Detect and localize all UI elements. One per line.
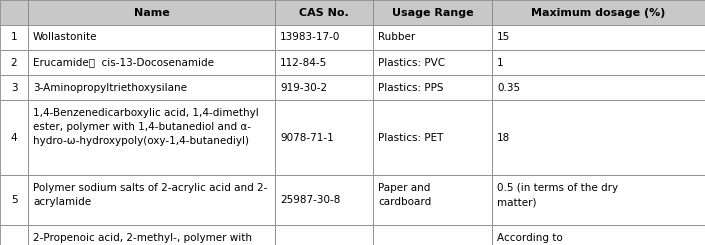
Bar [28, 0, 275, 25]
Text: Paper and
cardboard: Paper and cardboard [378, 183, 431, 207]
Bar [492, 100, 705, 175]
Bar [0, 75, 28, 100]
Bar [275, 175, 373, 225]
Text: Rubber: Rubber [378, 33, 415, 42]
Bar [28, 75, 275, 100]
Text: Wollastonite: Wollastonite [33, 33, 97, 42]
Text: 1: 1 [11, 33, 18, 42]
Bar [373, 100, 492, 175]
Bar [0, 50, 28, 75]
Bar [28, 175, 275, 225]
Text: According to
production needs: According to production needs [497, 233, 588, 245]
Text: Plastics: PET: Plastics: PET [378, 133, 443, 143]
Bar [373, 0, 492, 25]
Text: 3: 3 [11, 83, 18, 93]
Bar [275, 25, 373, 50]
Bar [275, 225, 373, 245]
Bar [0, 0, 28, 25]
Bar [373, 25, 492, 50]
Bar [373, 50, 492, 75]
Bar [492, 175, 705, 225]
Bar [28, 225, 275, 245]
Text: Erucamide；  cis-13-Docosenamide: Erucamide； cis-13-Docosenamide [33, 58, 214, 68]
Text: 18: 18 [497, 133, 510, 143]
Text: 2: 2 [11, 58, 18, 68]
Bar [0, 100, 28, 175]
Bar [275, 50, 373, 75]
Bar [373, 225, 492, 245]
Bar [492, 25, 705, 50]
Bar [492, 225, 705, 245]
Text: 2-Propenoic acid, 2-methyl-, polymer with
ethyl 2-propenoate and 2-propenoic aci: 2-Propenoic acid, 2-methyl-, polymer wit… [33, 233, 252, 245]
Bar [373, 175, 492, 225]
Text: 3-Aminopropyltriethoxysilane: 3-Aminopropyltriethoxysilane [33, 83, 187, 93]
Bar [373, 75, 492, 100]
Text: Name: Name [134, 8, 169, 17]
Bar [28, 25, 275, 50]
Text: 15: 15 [497, 33, 510, 42]
Text: 1,4-Benzenedicarboxylic acid, 1,4-dimethyl
ester, polymer with 1,4-butanediol an: 1,4-Benzenedicarboxylic acid, 1,4-dimeth… [33, 108, 259, 146]
Bar [0, 175, 28, 225]
Text: 4: 4 [11, 133, 18, 143]
Text: 5: 5 [11, 195, 18, 205]
Bar [492, 0, 705, 25]
Bar [492, 75, 705, 100]
Text: 112-84-5: 112-84-5 [280, 58, 327, 68]
Text: 13983-17-0: 13983-17-0 [280, 33, 341, 42]
Bar [28, 50, 275, 75]
Bar [275, 100, 373, 175]
Text: 919-30-2: 919-30-2 [280, 83, 327, 93]
Text: Plastics: PPS: Plastics: PPS [378, 83, 443, 93]
Bar [28, 100, 275, 175]
Text: 0.5 (in terms of the dry
matter): 0.5 (in terms of the dry matter) [497, 183, 618, 207]
Bar [275, 0, 373, 25]
Text: CAS No.: CAS No. [299, 8, 349, 17]
Text: Usage Range: Usage Range [392, 8, 473, 17]
Text: Polymer sodium salts of 2-acrylic acid and 2-
acrylamide: Polymer sodium salts of 2-acrylic acid a… [33, 183, 267, 207]
Text: Plastics: PVC: Plastics: PVC [378, 58, 445, 68]
Bar [0, 225, 28, 245]
Text: 1: 1 [497, 58, 503, 68]
Text: 0.35: 0.35 [497, 83, 520, 93]
Bar [0, 25, 28, 50]
Bar [492, 50, 705, 75]
Bar [275, 75, 373, 100]
Text: Maximum dosage (%): Maximum dosage (%) [532, 8, 666, 17]
Text: 9078-71-1: 9078-71-1 [280, 133, 333, 143]
Text: 25987-30-8: 25987-30-8 [280, 195, 341, 205]
